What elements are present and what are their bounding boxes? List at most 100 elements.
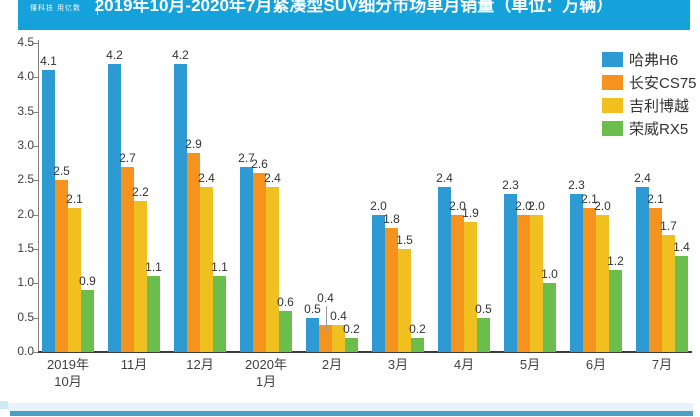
- bar-哈弗H6: [42, 70, 55, 352]
- bar-哈弗H6: [372, 214, 385, 352]
- bar-value-label: 2.0: [370, 198, 387, 213]
- legend-swatch: [602, 75, 623, 90]
- y-tick-label: 4.0: [17, 69, 34, 84]
- legend: 哈弗H6 长安CS75 吉利博越荣威RX5: [602, 52, 697, 144]
- legend-item: 荣威RX5: [602, 121, 697, 138]
- bar-value-label: 0.5: [475, 301, 492, 316]
- bar-value-label: 2.3: [568, 178, 585, 193]
- y-tick-label: 0.5: [17, 309, 34, 324]
- y-tick-mark: [33, 352, 38, 353]
- label-leader-line: [325, 305, 327, 332]
- bar-荣威RX5: [675, 255, 688, 352]
- y-tick-mark: [33, 249, 38, 250]
- y-tick-label: 3.0: [17, 138, 34, 152]
- x-tick-label: 2019年 10月: [47, 357, 89, 389]
- bar-哈弗H6: [108, 63, 121, 352]
- bar-value-label: 1.7: [660, 219, 677, 234]
- chart-title: 2019年10月-2020年7月紧凑型SUV细分市场单月销量（单位：万辆）: [94, 0, 614, 15]
- x-tick-label: 4月: [453, 357, 475, 372]
- y-tick-label: 2.0: [17, 206, 34, 221]
- bar-吉利博越: [200, 187, 213, 352]
- bar-荣威RX5: [345, 338, 358, 352]
- bar-value-label: 0.4: [330, 308, 347, 323]
- legend-swatch: [602, 121, 623, 136]
- bar-长安CS75: [583, 207, 596, 352]
- bar-value-label: 2.5: [53, 164, 70, 179]
- brand-logo: 懂科技 用亿数: [30, 5, 81, 12]
- legend-swatch: [602, 52, 623, 67]
- bar-value-label: 1.9: [462, 205, 479, 220]
- y-tick-label: 4.5: [17, 35, 34, 49]
- next-section-top-edge: [10, 411, 693, 416]
- y-tick-mark: [33, 146, 38, 147]
- bar-value-label: 2.4: [264, 171, 281, 186]
- bar-吉利博越: [398, 249, 411, 352]
- bar-荣威RX5: [543, 283, 556, 352]
- bar-哈弗H6: [570, 194, 583, 352]
- bar-value-label: 4.2: [172, 47, 189, 62]
- chart-header: 懂科技 用亿数 2019年10月-2020年7月紧凑型SUV细分市场单月销量（单…: [18, 0, 690, 30]
- bar-长安CS75: [121, 166, 134, 352]
- bar-value-label: 2.0: [449, 198, 466, 213]
- bar-value-label: 2.7: [119, 150, 136, 165]
- legend-item: 哈弗H6: [602, 52, 697, 69]
- bar-吉利博越: [332, 324, 345, 352]
- bar-哈弗H6: [636, 187, 649, 352]
- bar-吉利博越: [134, 200, 147, 352]
- bar-value-label: 2.0: [515, 198, 532, 213]
- bar-value-label: 2.2: [132, 184, 149, 199]
- legend-item: 吉利博越: [602, 98, 697, 115]
- bar-value-label: 0.4: [317, 290, 334, 305]
- bar-value-label: 2.4: [436, 171, 453, 186]
- bar-value-label: 1.1: [145, 260, 162, 275]
- y-tick-mark: [33, 180, 38, 182]
- x-axis-line: [38, 351, 692, 353]
- bar-长安CS75: [253, 173, 266, 352]
- x-tick-label: 12月: [186, 357, 214, 372]
- bar-value-label: 2.1: [66, 191, 83, 206]
- bar-value-label: 0.2: [409, 322, 426, 337]
- bar-长安CS75: [517, 214, 530, 352]
- legend-swatch: [602, 98, 623, 113]
- bar-吉利博越: [68, 207, 81, 352]
- y-tick-label: 1.0: [17, 275, 34, 290]
- bar-荣威RX5: [411, 338, 424, 352]
- x-tick-label: 2020年 1月: [245, 357, 287, 389]
- bar-value-label: 2.1: [647, 191, 664, 206]
- bar-哈弗H6: [174, 63, 187, 352]
- bar-value-label: 2.0: [594, 198, 611, 213]
- bar-长安CS75: [319, 324, 332, 352]
- bar-荣威RX5: [147, 276, 160, 352]
- bar-value-label: 1.2: [607, 253, 624, 268]
- legend-item: 长安CS75: [602, 75, 697, 92]
- legend-label: 吉利博越: [629, 98, 690, 115]
- bar-哈弗H6: [438, 187, 451, 352]
- bar-哈弗H6: [306, 317, 319, 352]
- bar-吉利博越: [530, 214, 543, 352]
- bar-长安CS75: [451, 214, 464, 352]
- bar-value-label: 2.9: [185, 136, 202, 151]
- y-tick-label: 3.5: [17, 103, 34, 118]
- bar-value-label: 1.0: [541, 267, 558, 282]
- next-section-glow: [8, 403, 693, 411]
- bar-荣威RX5: [81, 290, 94, 352]
- y-tick-mark: [33, 214, 38, 216]
- bar-value-label: 2.0: [528, 198, 545, 213]
- x-tick-label: 7月: [651, 357, 673, 372]
- legend-label: 哈弗H6: [629, 52, 679, 69]
- y-tick-mark: [33, 43, 38, 44]
- bar-value-label: 2.7: [238, 150, 255, 165]
- y-tick-mark: [33, 111, 38, 113]
- x-tick-label: 2月: [321, 357, 343, 372]
- bar-长安CS75: [187, 152, 200, 352]
- bar-value-label: 1.4: [673, 239, 690, 254]
- bar-value-label: 0.5: [304, 301, 321, 316]
- bar-value-label: 0.6: [277, 294, 294, 309]
- bar-吉利博越: [596, 214, 609, 352]
- bar-value-label: 4.1: [40, 54, 57, 69]
- logo-divider: [97, 2, 98, 15]
- left-edge-fragment: [0, 401, 8, 409]
- bar-value-label: 1.8: [383, 212, 400, 227]
- bar-荣威RX5: [609, 269, 622, 352]
